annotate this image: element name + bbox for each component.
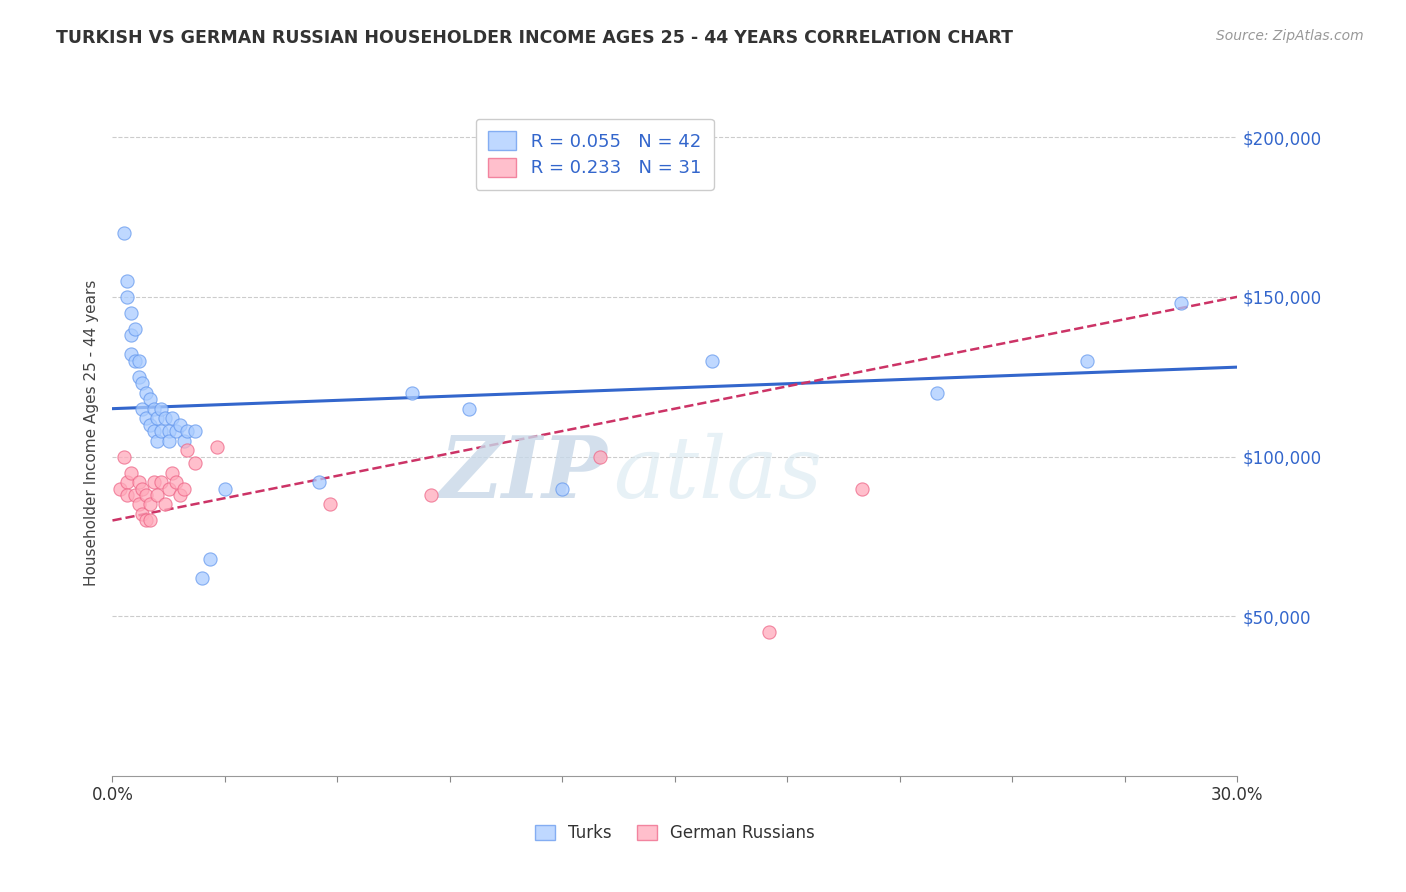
Point (139, 417, 162, 432)
Point (319, 498, 342, 512)
Point (308, 475, 330, 490)
Point (207, 440, 229, 454)
Legend: Turks, German Russians: Turks, German Russians (526, 815, 824, 850)
Point (142, 424, 165, 438)
Point (142, 401, 165, 416)
Point (128, 353, 150, 368)
Point (150, 475, 173, 490)
Point (128, 369, 150, 384)
Point (758, 625, 780, 640)
Point (117, 488, 139, 502)
Point (112, 450, 135, 464)
Point (184, 424, 207, 438)
Point (131, 482, 153, 496)
Point (191, 571, 214, 585)
Point (927, 385, 949, 400)
Point (1076, 353, 1098, 368)
Point (124, 488, 146, 502)
Point (108, 482, 131, 496)
Point (184, 456, 207, 470)
Point (135, 411, 157, 425)
Point (146, 434, 169, 448)
Point (173, 482, 195, 496)
Point (150, 424, 173, 438)
Point (120, 328, 142, 343)
Point (139, 392, 162, 406)
Point (131, 401, 153, 416)
Point (173, 434, 195, 448)
Point (142, 475, 165, 490)
Point (146, 488, 169, 502)
Point (117, 290, 139, 304)
Point (176, 443, 198, 458)
Point (153, 498, 176, 512)
Point (702, 353, 724, 368)
Point (128, 475, 150, 490)
Point (120, 306, 142, 320)
Point (165, 475, 187, 490)
Point (128, 498, 150, 512)
Point (157, 434, 180, 448)
Text: TURKISH VS GERMAN RUSSIAN HOUSEHOLDER INCOME AGES 25 - 44 YEARS CORRELATION CHAR: TURKISH VS GERMAN RUSSIAN HOUSEHOLDER IN… (56, 29, 1014, 46)
Point (157, 424, 180, 438)
Text: atlas: atlas (613, 433, 823, 516)
Point (214, 482, 236, 496)
Point (139, 513, 162, 527)
Point (150, 401, 173, 416)
Point (851, 482, 873, 496)
Point (162, 466, 184, 480)
Text: Source: ZipAtlas.com: Source: ZipAtlas.com (1216, 29, 1364, 43)
Point (1170, 296, 1192, 310)
Point (135, 488, 157, 502)
Point (117, 475, 139, 490)
Point (139, 498, 162, 512)
Point (401, 385, 423, 400)
Point (120, 466, 142, 480)
Point (420, 488, 443, 502)
Point (112, 226, 135, 240)
Point (157, 482, 180, 496)
Text: ZIP: ZIP (440, 432, 607, 516)
Point (135, 385, 157, 400)
Point (169, 488, 191, 502)
Point (551, 482, 574, 496)
Point (176, 424, 198, 438)
Point (169, 417, 191, 432)
Point (117, 274, 139, 288)
Point (124, 353, 146, 368)
Point (146, 411, 169, 425)
Point (589, 450, 612, 464)
Point (120, 347, 142, 361)
Point (124, 322, 146, 336)
Point (135, 513, 157, 527)
Point (457, 401, 479, 416)
Point (162, 411, 184, 425)
Point (153, 411, 176, 425)
Point (131, 507, 153, 521)
Point (198, 551, 221, 566)
Y-axis label: Householder Income Ages 25 - 44 years: Householder Income Ages 25 - 44 years (83, 279, 98, 586)
Point (165, 424, 187, 438)
Point (131, 376, 153, 390)
